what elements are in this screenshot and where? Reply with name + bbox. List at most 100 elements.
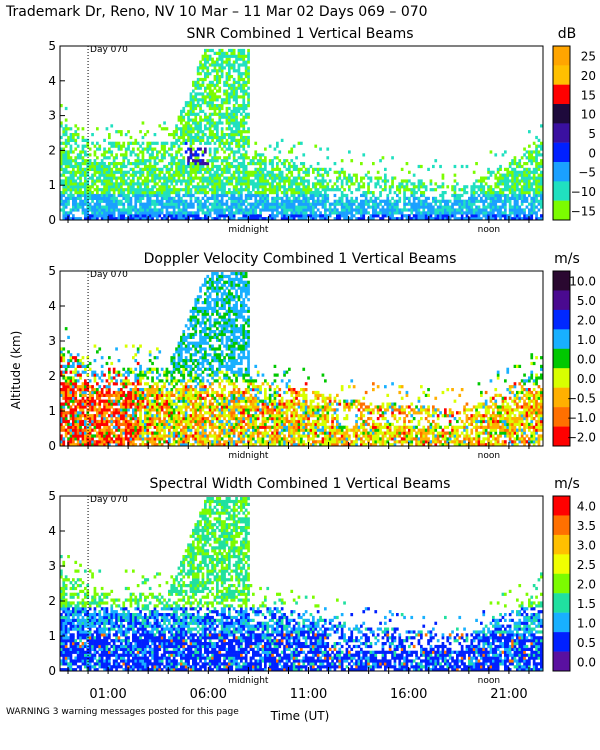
day-marker-label: Day 070 (90, 495, 128, 505)
colorbar-label: 10 (581, 108, 596, 122)
colorbar-swatch (553, 329, 570, 349)
y-tick-label: 3 (48, 109, 56, 123)
shared-y-label: Altitude (km) (9, 331, 23, 410)
colorbar-label: −5 (578, 166, 596, 180)
colorbar-swatch (553, 515, 570, 536)
colorbar-label: 15 (581, 88, 596, 102)
colorbar-label: 3.5 (577, 519, 596, 533)
hour-label: 16:00 (390, 687, 427, 702)
hour-label: 06:00 (190, 687, 227, 702)
colorbar-swatch (553, 271, 570, 291)
colorbar-label: −15 (571, 204, 596, 218)
colorbar-units: m/s (554, 476, 580, 492)
y-tick-label: 2 (48, 369, 56, 383)
colorbar-swatch (553, 612, 570, 633)
colorbar-label: 2.5 (577, 558, 596, 572)
y-tick-label: 0 (48, 439, 56, 453)
colorbar-label: 0.0 (577, 655, 596, 669)
figure-header: Trademark Dr, Reno, NV 10 Mar – 11 Mar 0… (5, 4, 428, 20)
colorbar-units: m/s (554, 251, 580, 267)
time-marker-midnight: midnight (228, 225, 269, 235)
y-tick-label: 1 (48, 629, 56, 643)
colorbar-label: 0.0 (577, 353, 596, 367)
time-axis-label: Time (UT) (270, 709, 330, 723)
colorbar-swatch (553, 84, 570, 105)
colorbar-swatch (553, 534, 570, 555)
chart-panel-1: SNR Combined 1 Vertical Beams dB Day 070 0 1… (48, 26, 596, 235)
echo-field (60, 272, 543, 447)
colorbar-label: 10.0 (569, 275, 596, 289)
colorbar-label: 2.0 (577, 578, 596, 592)
colorbar-swatch (553, 632, 570, 652)
y-tick-label: 2 (48, 143, 56, 157)
panel-title: Spectral Width Combined 1 Vertical Beams (150, 476, 451, 492)
time-marker-noon: noon (478, 451, 500, 461)
time-marker-noon: noon (478, 676, 500, 686)
day-marker-label: Day 070 (90, 45, 128, 55)
panel-title: SNR Combined 1 Vertical Beams (186, 26, 413, 42)
colorbar-swatch (553, 104, 570, 124)
colorbar-swatch (553, 290, 570, 311)
time-marker-midnight: midnight (228, 451, 269, 461)
colorbar-units: dB (558, 26, 577, 42)
y-tick-label: 5 (48, 489, 56, 503)
colorbar-label: 0.0 (577, 372, 596, 386)
day-marker-label: Day 070 (90, 270, 128, 280)
y-tick-label: 4 (48, 74, 56, 88)
y-tick-label: 3 (48, 559, 56, 573)
colorbar-label: 0 (588, 146, 596, 160)
colorbar-swatch (553, 65, 570, 85)
colorbar-frame (552, 45, 571, 221)
y-tick-label: 1 (48, 404, 56, 418)
colorbar-label: 2.0 (577, 314, 596, 328)
colorbar-swatch (553, 181, 570, 201)
colorbar-swatch (553, 142, 570, 163)
plot-frame (59, 270, 544, 447)
colorbar-swatch (553, 593, 570, 613)
hour-label: 21:00 (490, 687, 527, 702)
colorbar-label: 1.5 (577, 597, 596, 611)
y-tick-label: 4 (48, 524, 56, 538)
colorbar-label: 20 (581, 69, 596, 83)
y-tick-label: 0 (48, 213, 56, 227)
hour-label: 11:00 (290, 687, 327, 702)
colorbar-frame (552, 495, 571, 672)
time-marker-noon: noon (478, 225, 500, 235)
colorbar-label: −10 (571, 185, 596, 199)
y-tick-label: 0 (48, 664, 56, 678)
colorbar-swatch (553, 348, 570, 369)
y-tick-label: 4 (48, 299, 56, 313)
colorbar-swatch (553, 554, 570, 574)
colorbar-swatch (553, 309, 570, 330)
plot-frame (59, 495, 544, 672)
colorbar-label: 5.0 (577, 294, 596, 308)
colorbar-label: 0.5 (577, 636, 596, 650)
colorbar-swatch (553, 46, 570, 66)
colorbar-swatch (553, 368, 570, 388)
y-tick-label: 1 (48, 178, 56, 192)
plot-frame (59, 45, 544, 221)
chart-panel-3: Spectral Width Combined 1 Vertical Beams… (48, 476, 596, 686)
y-tick-label: 5 (48, 39, 56, 53)
colorbar-label: 25 (581, 50, 596, 64)
colorbar-label: 1.0 (577, 616, 596, 630)
y-tick-label: 5 (48, 264, 56, 278)
warning-message: WARNING 3 warning messages posted for th… (6, 707, 239, 717)
chart-panel-2: Doppler Velocity Combined 1 Vertical Bea… (48, 251, 596, 461)
colorbar-label: −1.0 (567, 411, 596, 425)
y-tick-label: 2 (48, 594, 56, 608)
colorbar-swatch (553, 387, 570, 408)
colorbar-label: 1.0 (577, 333, 596, 347)
colorbar-label: −2.0 (567, 430, 596, 444)
colorbar-swatch (553, 496, 570, 516)
y-tick-label: 3 (48, 334, 56, 348)
colorbar-frame (552, 270, 571, 447)
colorbar-swatch (553, 651, 570, 672)
colorbar-swatch (553, 200, 570, 221)
echo-field (60, 497, 543, 672)
time-marker-midnight: midnight (228, 676, 269, 686)
hour-label: 01:00 (89, 687, 126, 702)
colorbar-swatch (553, 123, 570, 143)
colorbar-label: 3.0 (577, 539, 596, 553)
